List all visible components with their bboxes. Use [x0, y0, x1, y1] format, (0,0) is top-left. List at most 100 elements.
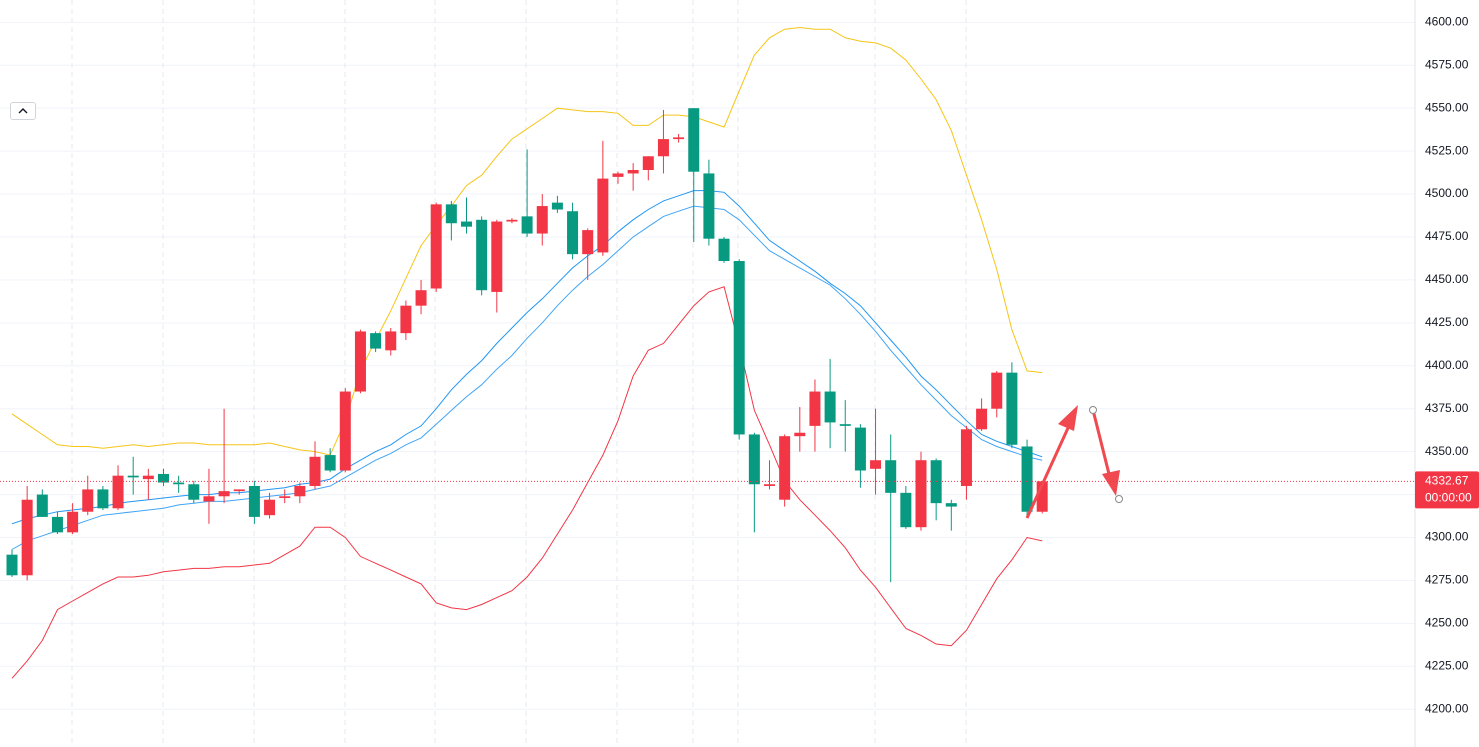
- y-tick-label: 4575.00: [1425, 57, 1469, 71]
- candle-body: [324, 455, 336, 471]
- candle-body: [400, 305, 412, 334]
- candle-body: [142, 475, 154, 480]
- candle-body: [551, 202, 563, 210]
- indicator-line: [11, 286, 1043, 679]
- candle-body: [506, 219, 518, 222]
- candle-body: [673, 137, 685, 140]
- collapse-button[interactable]: [10, 102, 36, 120]
- y-tick-label: 4475.00: [1425, 229, 1469, 243]
- y-tick-label: 4275.00: [1425, 573, 1469, 587]
- candle-body: [127, 475, 139, 478]
- candle-body: [900, 492, 912, 528]
- candle-body: [733, 261, 745, 435]
- collapse-icon: [18, 108, 28, 114]
- candle-body: [1021, 446, 1033, 512]
- last-price-tag: [1415, 471, 1479, 509]
- candle-body: [597, 178, 609, 253]
- candle-body: [51, 516, 63, 533]
- candle-body: [339, 391, 351, 471]
- y-tick-label: 4425.00: [1425, 315, 1469, 329]
- candle-body: [476, 219, 488, 291]
- candle-body: [567, 211, 579, 255]
- candle-body: [779, 436, 791, 500]
- candle-body: [536, 206, 548, 234]
- candle-body: [794, 432, 806, 437]
- candle-body: [688, 108, 700, 172]
- candle-body: [21, 499, 33, 576]
- candle-body: [991, 372, 1003, 409]
- candle-body: [36, 494, 48, 517]
- candle-body: [158, 473, 169, 483]
- y-tick-label: 4600.00: [1425, 14, 1469, 28]
- candle-body: [415, 290, 427, 306]
- y-tick-label: 4400.00: [1425, 358, 1469, 372]
- candle-body: [491, 221, 503, 292]
- y-tick-label: 4525.00: [1425, 143, 1469, 157]
- candle-body: [703, 173, 715, 239]
- candle-body: [248, 485, 260, 517]
- candle-body: [354, 331, 366, 392]
- indicator-line: [11, 205, 1043, 550]
- y-tick-label: 4300.00: [1425, 530, 1469, 544]
- candle-body: [430, 204, 442, 289]
- candle-body: [67, 511, 79, 533]
- y-tick-label: 4500.00: [1425, 186, 1469, 200]
- candle-body: [960, 429, 972, 486]
- candle-body: [718, 238, 730, 262]
- candle-body: [915, 460, 927, 528]
- candle-body: [764, 484, 775, 486]
- y-tick-label: 4375.00: [1425, 401, 1469, 415]
- candle-body: [233, 489, 245, 492]
- candle-body: [445, 204, 457, 224]
- y-tick-label: 4550.00: [1425, 100, 1469, 114]
- indicator-line: [11, 190, 1043, 525]
- candle-body: [294, 485, 306, 497]
- y-tick-label: 4200.00: [1425, 701, 1469, 715]
- y-tick-label: 4450.00: [1425, 272, 1469, 286]
- candle-body: [82, 489, 94, 512]
- candle-body: [885, 460, 897, 493]
- candle-body: [97, 489, 109, 509]
- candle-body: [370, 333, 382, 349]
- candle-body: [627, 170, 639, 174]
- candle-body: [854, 427, 866, 471]
- arrowhead: [1102, 470, 1120, 496]
- candle-body: [870, 460, 882, 469]
- y-tick-label: 4250.00: [1425, 616, 1469, 630]
- candle-body: [945, 503, 957, 507]
- candle-body: [657, 139, 669, 157]
- candle-body: [279, 496, 291, 498]
- drawn-arrow-up: [1025, 427, 1070, 519]
- candle-body: [1006, 372, 1018, 445]
- time-grid: [71, 0, 967, 747]
- user-drawings: [1025, 405, 1123, 519]
- candle-body: [582, 230, 594, 255]
- anchor-point[interactable]: [1089, 406, 1097, 414]
- y-tick-label: 4225.00: [1425, 658, 1469, 672]
- candle-body: [203, 496, 215, 502]
- candle-body: [521, 216, 533, 234]
- candle-body: [264, 499, 276, 516]
- candle-body: [218, 491, 230, 497]
- last-price-label: 4332.67: [1425, 474, 1469, 488]
- candle-body: [976, 408, 988, 430]
- y-tick-label: 4350.00: [1425, 444, 1469, 458]
- chevron: [18, 108, 28, 114]
- countdown-label: 00:00:00: [1425, 491, 1472, 505]
- candle-body: [824, 391, 836, 423]
- candle-body: [112, 475, 124, 509]
- candle-body: [173, 482, 185, 485]
- drawn-arrow-down: [1091, 409, 1112, 479]
- indicators: [11, 26, 1043, 679]
- candle-body: [385, 331, 397, 351]
- candle-body: [809, 391, 821, 426]
- candle-body: [461, 221, 472, 227]
- candle-body: [1036, 481, 1048, 512]
- indicator-line: [11, 26, 1043, 456]
- candle-body: [188, 484, 200, 500]
- candle-body: [612, 173, 624, 177]
- anchor-point[interactable]: [1115, 495, 1123, 503]
- candle-body: [642, 156, 654, 171]
